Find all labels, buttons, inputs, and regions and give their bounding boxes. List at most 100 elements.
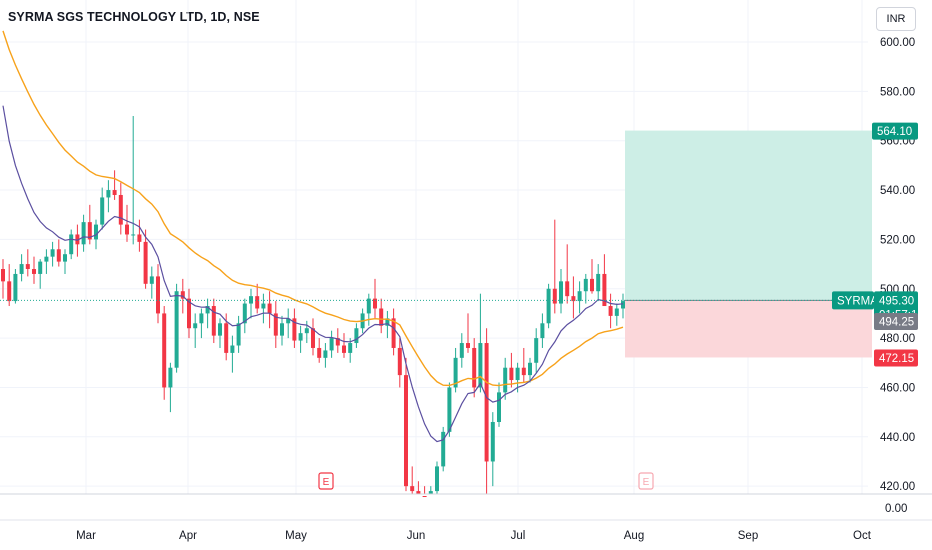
time-tick-label: Mar: [76, 530, 96, 542]
candle-body: [490, 421, 495, 462]
candle-body: [224, 323, 229, 353]
candle-body: [348, 343, 353, 353]
prev-close-tag-bg: [874, 312, 918, 330]
candle-body: [168, 367, 173, 388]
candle-body: [249, 296, 253, 304]
candle-body: [311, 328, 315, 348]
chart-title: SYRMA SGS TECHNOLOGY LTD, 1D, NSE: [8, 10, 260, 24]
candle-body: [447, 387, 452, 432]
candle-body: [391, 318, 396, 348]
candle-body: [131, 234, 136, 236]
candle-body: [94, 224, 98, 240]
price-tick-label: 580.00: [880, 86, 915, 98]
price-tick-label: 460.00: [880, 382, 915, 394]
price-tick-label: 480.00: [880, 333, 915, 345]
prev-close-tag-text: 494.25: [879, 316, 914, 328]
candle-body: [13, 273, 18, 302]
stop-price-tag-text: 472.15: [879, 353, 914, 365]
candle-body: [323, 350, 328, 358]
candle-body: [590, 278, 594, 292]
candle-body: [106, 190, 111, 198]
candle-body: [255, 296, 260, 309]
candle-body: [614, 308, 619, 316]
symbol-tag-text: SYRMA: [837, 295, 878, 307]
candle-body: [453, 357, 458, 388]
candle-body: [534, 338, 539, 363]
candle-body: [137, 234, 142, 242]
earnings-marker[interactable]: E: [318, 472, 334, 490]
candle-body: [428, 491, 433, 494]
candle-body: [280, 323, 284, 336]
earnings-marker-label: E: [643, 477, 650, 488]
candle-body: [69, 234, 74, 255]
candle-body: [441, 431, 446, 467]
time-axis: Mar Apr May Jun Jul Aug Sep Oct: [76, 530, 872, 542]
moving-averages: [2, 30, 624, 443]
price-tick-label: 540.00: [880, 185, 915, 197]
candle-body: [373, 298, 377, 309]
candle-body: [354, 328, 359, 344]
candle-body: [156, 276, 160, 314]
earnings-marker[interactable]: E: [638, 472, 654, 490]
candle-body: [515, 367, 520, 381]
stop-price-tag-bg: [874, 349, 918, 367]
candle-body: [100, 197, 105, 225]
ma-fast-line: [2, 105, 624, 443]
candle-body: [342, 345, 346, 353]
candle-body: [621, 301, 625, 309]
candle-body: [404, 375, 408, 487]
ma-slow-line: [2, 30, 624, 387]
candle-body: [602, 273, 607, 307]
candle-body: [236, 323, 241, 346]
candle-body: [218, 323, 222, 336]
candle-body: [478, 343, 483, 388]
candle-body: [472, 347, 477, 388]
candle-body: [559, 281, 563, 304]
candle-body: [596, 273, 601, 292]
candle-body: [1, 269, 5, 282]
candle-body: [385, 318, 390, 326]
candle-body: [410, 486, 415, 492]
candles: [1, 116, 625, 498]
candle-body: [608, 306, 613, 316]
candle-body: [32, 269, 36, 274]
last-price-text: 495.30: [879, 295, 914, 307]
candle-body: [422, 496, 427, 498]
candle-body: [87, 222, 92, 240]
candle-body: [571, 296, 576, 302]
candle-body: [583, 278, 588, 292]
candle-body: [366, 298, 371, 314]
candle-body: [125, 224, 129, 235]
currency-selector[interactable]: INR: [876, 7, 916, 31]
stop-zone: [625, 300, 872, 358]
candle-body: [63, 254, 67, 262]
candle-body: [497, 392, 501, 422]
candle-body: [38, 261, 43, 274]
symbol-tag-bg: [832, 291, 874, 310]
candle-body: [317, 347, 322, 358]
time-tick-label: Apr: [179, 530, 197, 542]
time-tick-label: Sep: [738, 530, 758, 542]
candle-body: [143, 241, 148, 284]
candle-body: [528, 362, 532, 376]
candle-body: [286, 318, 291, 324]
candle-body: [187, 298, 191, 329]
candle-body: [397, 347, 402, 376]
candle-body: [267, 303, 272, 314]
candle-body: [193, 323, 198, 329]
candle-body: [273, 313, 278, 336]
candle-body: [565, 281, 570, 297]
candle-body: [546, 288, 551, 324]
candle-body: [19, 264, 24, 274]
candle-body: [466, 343, 470, 348]
target-zone: [625, 130, 872, 301]
candle-body: [484, 343, 489, 462]
candle-body: [174, 291, 179, 368]
position-zones: [625, 130, 872, 358]
time-tick-label: Oct: [853, 530, 872, 542]
target-price-tag-text: 564.10: [877, 126, 912, 138]
time-tick-label: May: [285, 530, 307, 542]
earnings-marker-label: E: [323, 477, 330, 488]
